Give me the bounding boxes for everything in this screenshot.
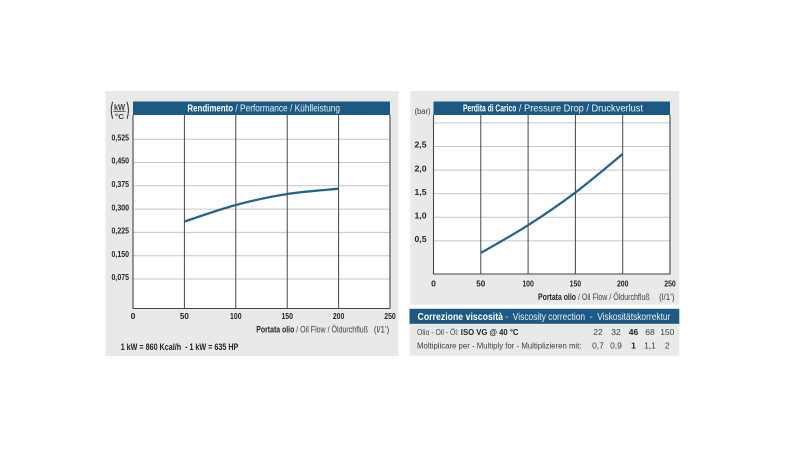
svg-text:2,5: 2,5 [415, 140, 427, 150]
svg-text:2: 2 [665, 340, 670, 350]
svg-text:22: 22 [593, 327, 603, 337]
svg-text:/ Oil Flow / Öldurchfluß: / Oil Flow / Öldurchfluß [576, 292, 650, 302]
svg-text:Rendimento: Rendimento [187, 103, 233, 115]
svg-text:100: 100 [230, 311, 242, 321]
svg-text:kW: kW [114, 103, 125, 112]
svg-text:0,150: 0,150 [112, 249, 130, 259]
svg-text:1 kW = 860 Kcal/h - 1 kW = 63: 1 kW = 860 Kcal/h - 1 kW = 635 HP [121, 342, 239, 352]
svg-text:Portata olio: Portata olio [538, 292, 576, 302]
svg-text:46: 46 [629, 327, 639, 337]
svg-text:150: 150 [570, 279, 582, 289]
svg-text:0,375: 0,375 [112, 179, 130, 189]
svg-text:Moltiplicare per - Multiply fo: Moltiplicare per - Multiply for - Multip… [417, 340, 582, 350]
svg-text:(bar): (bar) [415, 107, 431, 116]
svg-text:0,5: 0,5 [415, 234, 427, 244]
svg-text:0,225: 0,225 [112, 226, 130, 236]
svg-text:0,075: 0,075 [112, 272, 130, 282]
svg-text:200: 200 [333, 311, 345, 321]
svg-text:100: 100 [522, 279, 534, 289]
svg-text:2,0: 2,0 [415, 163, 427, 173]
svg-text:1,5: 1,5 [415, 187, 427, 197]
svg-text:50: 50 [476, 279, 485, 289]
svg-text:0: 0 [431, 279, 436, 289]
svg-text:68: 68 [645, 327, 655, 337]
svg-text:150: 150 [281, 311, 293, 321]
svg-text:0,450: 0,450 [112, 156, 130, 166]
svg-text:0,7: 0,7 [592, 340, 604, 350]
svg-text:50: 50 [180, 311, 189, 321]
svg-text:°C: °C [115, 112, 125, 121]
svg-text:1,1: 1,1 [644, 340, 656, 350]
svg-text:150: 150 [660, 327, 674, 337]
svg-text:Correzione viscosità: Correzione viscosità [418, 311, 504, 323]
svg-text:250: 250 [384, 311, 396, 321]
svg-text:/ Performance / Kühlleistung: / Performance / Kühlleistung [233, 103, 340, 115]
svg-text:/ Pressure Drop / Druckverlust: / Pressure Drop / Druckverlust [516, 103, 643, 115]
svg-text:- Viscosity correction - Vi: - Viscosity correction - Viskositätskorr… [503, 311, 671, 323]
svg-text:Perdita di Carico: Perdita di Carico [463, 103, 516, 115]
svg-text:0,300: 0,300 [112, 202, 130, 212]
svg-text:/ Oil Flow / Öldurchfluß: / Oil Flow / Öldurchfluß [294, 325, 368, 335]
svg-text:0,9: 0,9 [610, 340, 622, 350]
svg-text:ISO VG @ 40 °C: ISO VG @ 40 °C [461, 327, 519, 337]
svg-text:0: 0 [131, 311, 136, 321]
svg-text:0,525: 0,525 [112, 132, 130, 142]
svg-text:200: 200 [617, 279, 629, 289]
svg-text:32: 32 [611, 327, 621, 337]
svg-text:Olio - Oil - Öl:: Olio - Oil - Öl: [417, 327, 461, 337]
svg-text:(l/1’): (l/1’) [659, 292, 674, 302]
svg-text:Portata olio: Portata olio [256, 325, 294, 335]
svg-text:(l/1’): (l/1’) [374, 325, 389, 335]
svg-text:250: 250 [664, 279, 676, 289]
svg-text:1,0: 1,0 [415, 211, 427, 221]
svg-text:1: 1 [631, 340, 636, 350]
